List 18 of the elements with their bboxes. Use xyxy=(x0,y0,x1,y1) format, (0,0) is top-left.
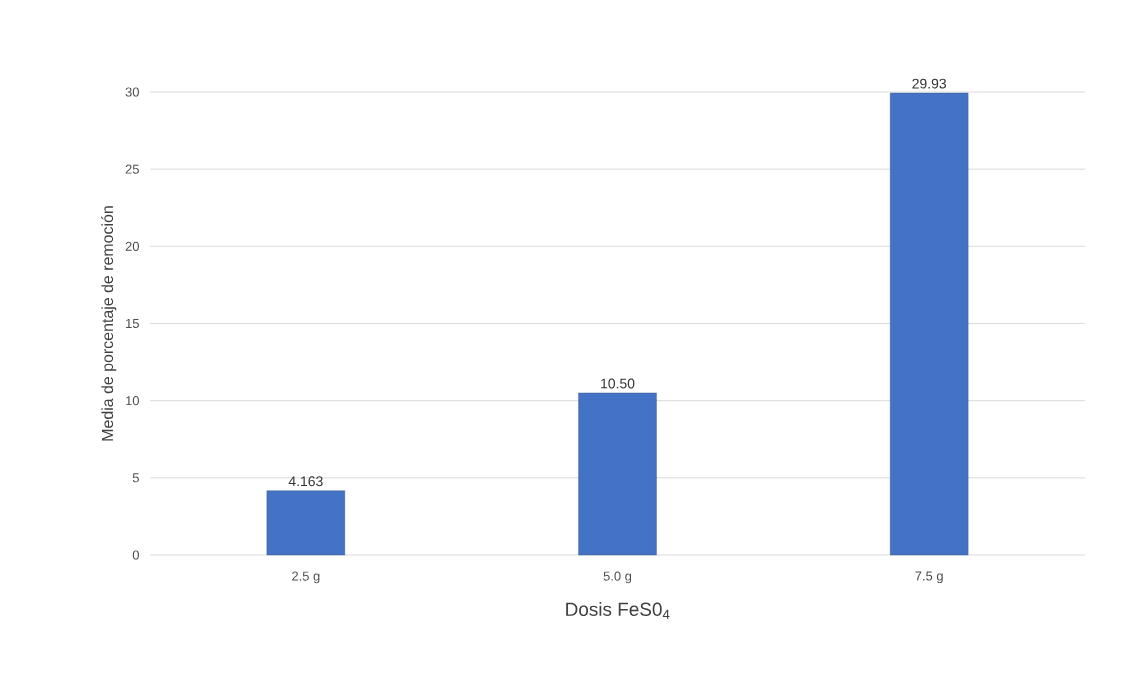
bar xyxy=(578,392,657,556)
y-tick-label: 0 xyxy=(132,550,139,560)
x-tick-label: 5.0 g xyxy=(603,571,632,584)
y-tick-label: 10 xyxy=(126,396,139,406)
x-axis-title: Dosis FeS0$_{4}$ xyxy=(566,602,670,619)
data-label: 4.163 xyxy=(288,476,323,487)
x-tick-label: 2.5 g xyxy=(292,571,320,584)
y-tick-label: 25 xyxy=(125,164,139,174)
bar xyxy=(266,490,345,556)
bar xyxy=(890,92,969,556)
x-tick-label: 7.5 g xyxy=(915,571,943,584)
y-tick-label: 30 xyxy=(125,87,139,97)
data-label: 29.93 xyxy=(912,78,946,89)
y-tick-label: 5 xyxy=(132,473,139,483)
y-tick-label: 15 xyxy=(126,318,139,329)
data-label: 10.50 xyxy=(601,378,635,389)
y-tick-label: 20 xyxy=(125,241,139,251)
y-axis-title: Media de porcentaje de remoción xyxy=(101,206,117,441)
